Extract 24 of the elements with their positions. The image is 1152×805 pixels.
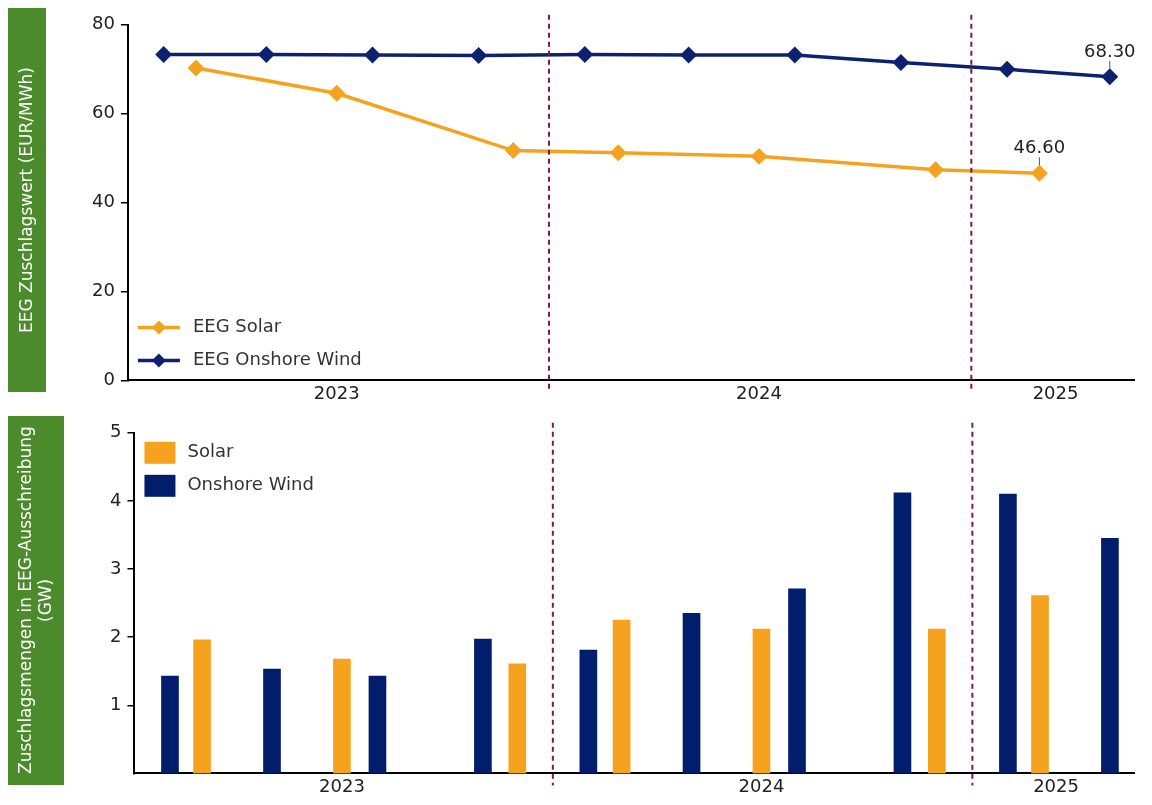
x-tick-label: 2025 bbox=[1033, 774, 1079, 796]
y-tick-label: 4 bbox=[110, 488, 122, 510]
y-tick-label: 5 bbox=[110, 420, 122, 442]
y-tick-label: 40 bbox=[92, 190, 115, 212]
legend-label: Solar bbox=[187, 440, 234, 462]
annotation: 46.60 bbox=[1013, 136, 1066, 158]
y-tick-label: 80 bbox=[92, 12, 115, 34]
y-tick-label: 1 bbox=[110, 692, 122, 714]
y-axis-title: EEG Zuschlagswert (EUR/MWh) bbox=[8, 8, 46, 392]
y-tick-label: 2 bbox=[110, 624, 122, 646]
x-tick-label: 2023 bbox=[313, 381, 360, 403]
y-tick-label: 20 bbox=[92, 279, 115, 301]
x-tick-label: 2024 bbox=[736, 381, 782, 403]
y-tick-label: 3 bbox=[110, 556, 122, 578]
x-tick-label: 2023 bbox=[319, 774, 365, 796]
y-axis-title: Zuschlagsmengen in EEG-Ausschreibung (GW) bbox=[8, 416, 64, 785]
legend-label: EEG Solar bbox=[192, 315, 282, 337]
annotation: 68.30 bbox=[1084, 39, 1136, 61]
x-tick-label: 2025 bbox=[1032, 381, 1079, 403]
x-tick-label: 2024 bbox=[738, 774, 785, 796]
legend-label: EEG Onshore Wind bbox=[192, 348, 362, 370]
y-tick-label: 60 bbox=[92, 101, 115, 123]
legend-label: Onshore Wind bbox=[187, 473, 314, 495]
y-tick-label: 0 bbox=[103, 368, 115, 390]
